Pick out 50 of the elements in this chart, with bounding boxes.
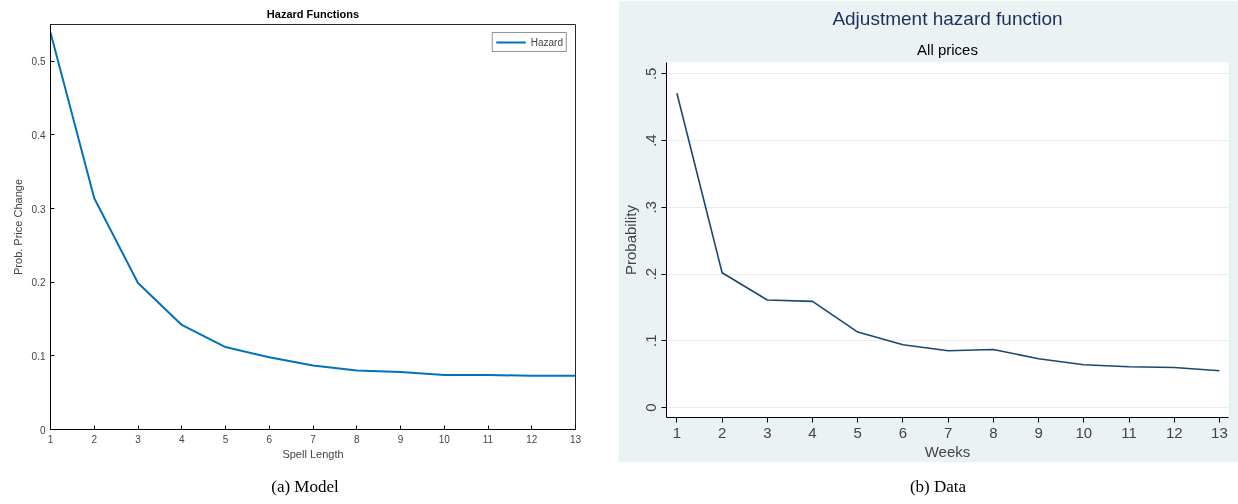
y-tick-label: 0.4: [31, 129, 46, 141]
x-tick-label: 13: [1211, 423, 1228, 441]
y-tick-label: 0.2: [31, 277, 46, 289]
x-tick-label: 12: [1165, 423, 1183, 441]
x-tick-label: 10: [438, 433, 451, 445]
x-axis-title: Weeks: [924, 442, 971, 460]
x-tick-label: 9: [397, 433, 404, 445]
legend-label: Hazard: [530, 36, 563, 48]
y-tick-label: 0.3: [31, 203, 46, 215]
x-tick-label: 4: [808, 423, 817, 441]
x-tick-label: 4: [178, 433, 185, 445]
x-tick-label: 2: [91, 433, 98, 445]
x-tick-label: 11: [482, 433, 494, 445]
x-tick-label: 8: [353, 433, 360, 445]
chart-title: Hazard Functions: [266, 7, 360, 20]
y-tick-label: .4: [642, 134, 660, 147]
x-tick-label: 8: [989, 423, 998, 441]
x-tick-label: 2: [717, 423, 727, 441]
y-tick-label: .1: [642, 334, 660, 348]
chart-subtitle: All prices: [917, 40, 978, 58]
x-tick-label: 10: [1075, 423, 1093, 441]
chart-title: Adjustment hazard function: [832, 7, 1063, 29]
y-tick-label: 0.5: [31, 56, 46, 68]
y-tick-label: 0: [642, 403, 660, 412]
x-tick-label: 9: [1034, 423, 1043, 441]
x-axis-title: Spell Length: [282, 447, 344, 460]
line-series: [676, 92, 1221, 372]
y-axis-title: Probability: [621, 204, 639, 276]
text: (a) Model: [271, 476, 339, 498]
y-tick-label: .2: [642, 267, 660, 281]
y-axis-title: Prob. Price Change: [11, 179, 24, 275]
x-tick-label: 13: [569, 433, 582, 445]
x-tick-label: 11: [1121, 423, 1137, 441]
x-tick-label: 5: [222, 433, 229, 445]
line-series: [50, 31, 576, 377]
x-tick-label: 12: [526, 433, 538, 445]
y-tick-label: .3: [642, 201, 660, 214]
y-tick-label: 0.1: [31, 350, 46, 362]
x-tick-label: 1: [47, 433, 54, 445]
text: (b) Data: [909, 476, 967, 498]
x-tick-label: 5: [853, 423, 862, 441]
x-tick-label: 7: [944, 423, 953, 441]
x-tick-label: 3: [135, 433, 142, 445]
x-tick-label: 3: [763, 423, 772, 441]
y-tick-label: 0: [39, 424, 46, 436]
x-tick-label: 6: [266, 433, 273, 445]
x-tick-label: 6: [898, 423, 908, 441]
x-tick-label: 1: [672, 423, 682, 441]
y-tick-label: .5: [642, 67, 660, 81]
x-tick-label: 7: [310, 433, 317, 445]
